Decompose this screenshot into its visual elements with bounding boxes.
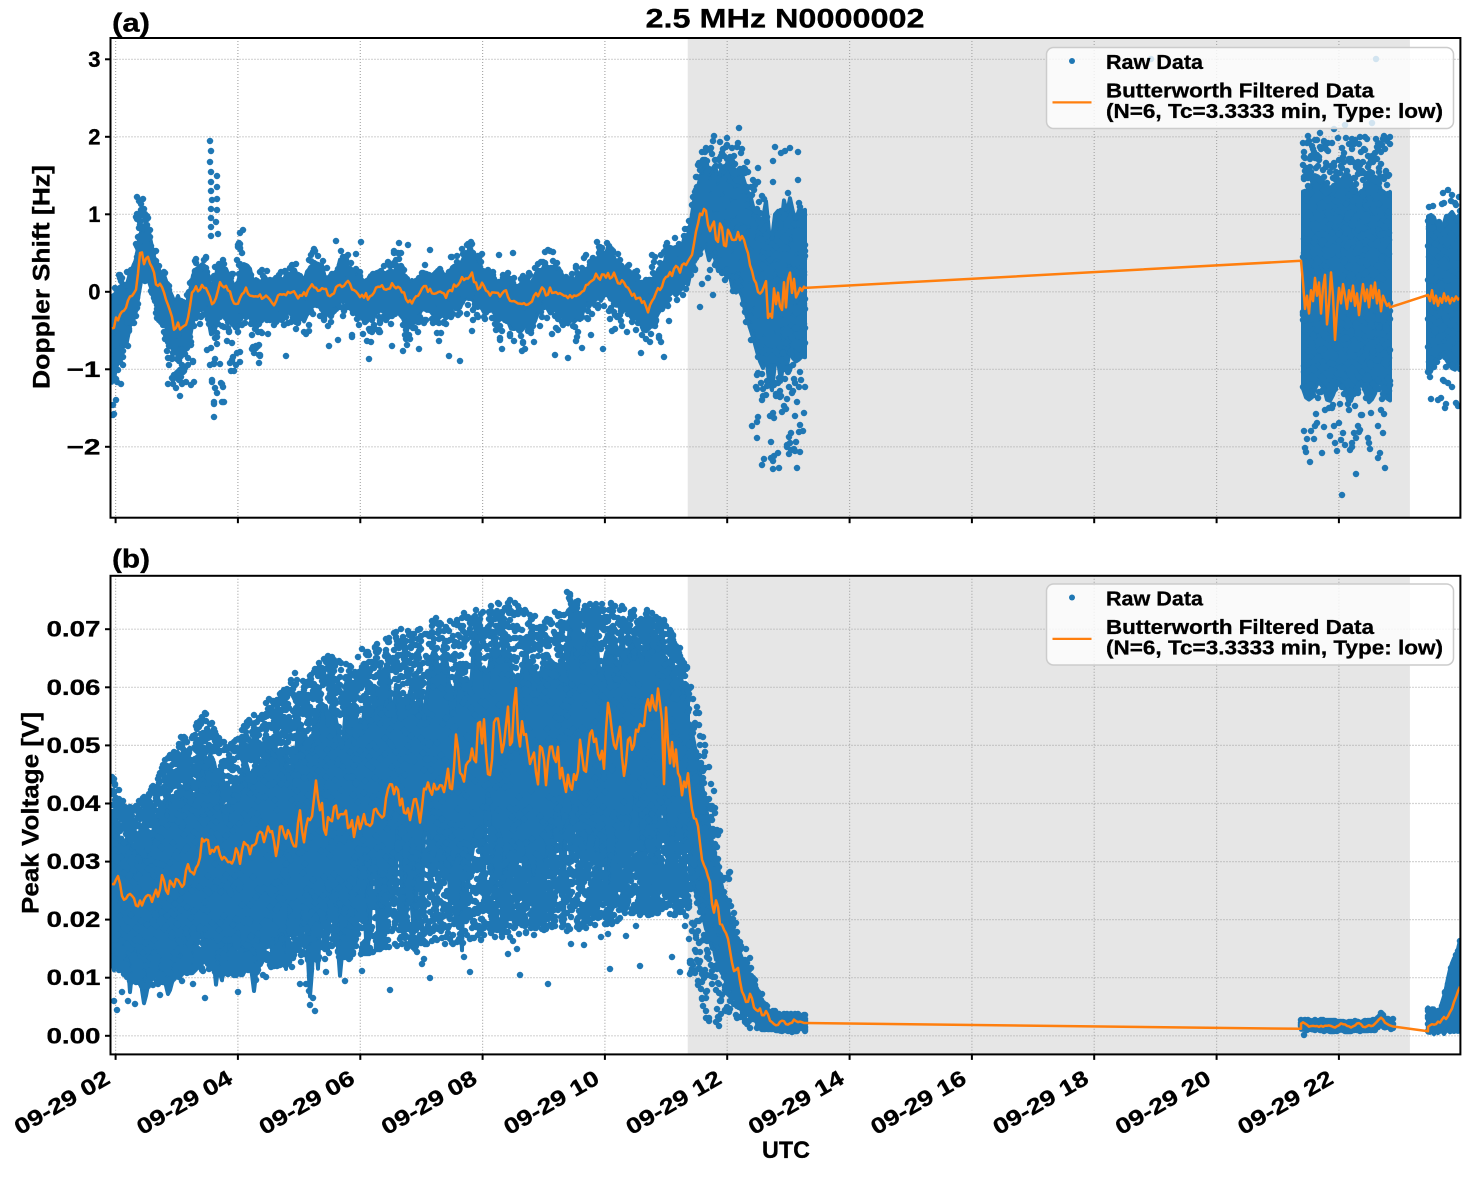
svg-text:−2: −2 xyxy=(67,434,101,459)
svg-text:0.04: 0.04 xyxy=(47,791,102,816)
svg-text:1: 1 xyxy=(88,202,100,227)
svg-text:0.02: 0.02 xyxy=(47,907,101,932)
svg-text:Raw Data: Raw Data xyxy=(1106,52,1204,74)
svg-text:0.03: 0.03 xyxy=(47,849,101,874)
svg-text:0.07: 0.07 xyxy=(47,617,101,642)
svg-text:Butterworth Filtered Data: Butterworth Filtered Data xyxy=(1106,80,1375,102)
svg-text:0: 0 xyxy=(88,279,100,304)
svg-text:Butterworth Filtered Data: Butterworth Filtered Data xyxy=(1106,617,1375,639)
svg-text:(b): (b) xyxy=(112,544,150,574)
svg-text:UTC: UTC xyxy=(762,1137,810,1164)
svg-text:Peak Voltage [V]: Peak Voltage [V] xyxy=(18,712,45,914)
svg-text:0.00: 0.00 xyxy=(47,1023,101,1048)
svg-text:(N=6, Tc=3.3333 min, Type: low: (N=6, Tc=3.3333 min, Type: low) xyxy=(1106,101,1443,123)
svg-text:2: 2 xyxy=(88,124,100,149)
svg-text:(a): (a) xyxy=(112,8,150,38)
svg-text:0.06: 0.06 xyxy=(47,675,101,700)
svg-text:0.05: 0.05 xyxy=(47,733,101,758)
svg-text:−1: −1 xyxy=(67,357,101,382)
svg-text:Doppler Shift [Hz]: Doppler Shift [Hz] xyxy=(29,165,56,389)
svg-text:(N=6, Tc=3.3333 min, Type: low: (N=6, Tc=3.3333 min, Type: low) xyxy=(1106,638,1443,660)
svg-text:Raw Data: Raw Data xyxy=(1106,589,1204,611)
svg-text:3: 3 xyxy=(88,47,100,72)
svg-text:2.5 MHz N0000002: 2.5 MHz N0000002 xyxy=(646,4,925,34)
svg-text:0.01: 0.01 xyxy=(47,965,101,990)
